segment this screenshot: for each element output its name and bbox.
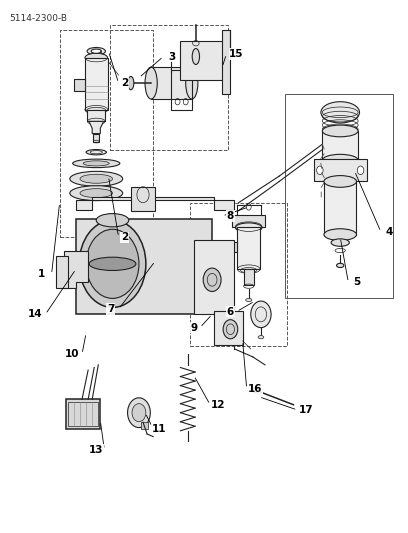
Bar (76, 219, 212, 314)
Ellipse shape (89, 257, 136, 270)
Ellipse shape (253, 387, 259, 393)
Text: 17: 17 (298, 405, 313, 415)
Bar (141, 422, 148, 429)
Circle shape (317, 166, 323, 174)
Polygon shape (89, 122, 104, 134)
Polygon shape (76, 197, 235, 209)
Bar (131, 187, 155, 211)
Text: 10: 10 (64, 349, 79, 359)
Ellipse shape (128, 76, 134, 90)
Ellipse shape (324, 175, 357, 187)
Bar (60, 30, 153, 237)
Text: 2: 2 (121, 232, 129, 243)
Ellipse shape (322, 125, 358, 137)
Bar (190, 203, 287, 346)
Text: 3: 3 (168, 52, 175, 61)
Circle shape (251, 301, 271, 328)
Text: 11: 11 (152, 424, 166, 434)
Polygon shape (64, 251, 88, 288)
Bar (180, 41, 226, 80)
Bar (68, 402, 98, 426)
Ellipse shape (246, 298, 252, 302)
Text: 1: 1 (38, 270, 45, 279)
Bar (74, 79, 85, 91)
Bar (314, 159, 367, 181)
Ellipse shape (186, 67, 198, 99)
Ellipse shape (235, 223, 262, 232)
Bar (324, 181, 357, 235)
Bar (111, 25, 228, 150)
Ellipse shape (322, 155, 358, 166)
Ellipse shape (85, 53, 107, 62)
Bar (285, 94, 393, 298)
Text: 14: 14 (28, 309, 42, 319)
Bar (194, 240, 235, 314)
Ellipse shape (87, 47, 105, 55)
Polygon shape (55, 256, 68, 288)
Ellipse shape (91, 49, 101, 53)
Bar (233, 215, 265, 227)
Bar (151, 67, 192, 99)
Bar (66, 399, 100, 429)
Bar (171, 70, 192, 110)
Text: 4: 4 (385, 227, 392, 237)
Text: 13: 13 (89, 445, 104, 455)
Bar (322, 131, 358, 160)
Ellipse shape (331, 239, 349, 246)
Ellipse shape (73, 159, 120, 167)
Ellipse shape (321, 102, 359, 123)
Text: 5: 5 (353, 278, 360, 287)
Text: 15: 15 (229, 49, 244, 59)
Ellipse shape (86, 150, 106, 155)
Polygon shape (224, 333, 243, 341)
Text: 9: 9 (190, 322, 197, 333)
Text: 8: 8 (227, 211, 234, 221)
Text: 6: 6 (227, 306, 234, 317)
Ellipse shape (324, 229, 357, 240)
Circle shape (357, 166, 364, 174)
Ellipse shape (258, 336, 264, 339)
Bar (222, 30, 231, 94)
Text: 5114-2300-B: 5114-2300-B (9, 14, 67, 23)
Ellipse shape (192, 49, 200, 64)
Bar (85, 58, 108, 110)
Ellipse shape (70, 171, 123, 186)
Bar (226, 241, 237, 252)
Circle shape (203, 268, 221, 292)
Bar (93, 134, 99, 142)
Circle shape (223, 320, 238, 339)
Ellipse shape (80, 189, 113, 198)
Circle shape (86, 229, 139, 298)
Bar (87, 110, 105, 122)
Text: 2: 2 (121, 78, 129, 88)
Bar (237, 227, 260, 269)
Ellipse shape (145, 67, 157, 99)
Ellipse shape (83, 161, 109, 166)
Bar (244, 269, 254, 285)
Circle shape (128, 398, 150, 427)
Circle shape (79, 220, 146, 308)
Ellipse shape (80, 174, 113, 183)
Circle shape (132, 403, 146, 422)
Ellipse shape (86, 107, 106, 114)
Ellipse shape (337, 263, 344, 268)
Ellipse shape (70, 185, 123, 200)
Text: 7: 7 (107, 304, 114, 314)
Ellipse shape (96, 214, 129, 227)
Text: 12: 12 (211, 400, 226, 410)
Text: 16: 16 (248, 384, 262, 394)
Bar (214, 311, 243, 345)
